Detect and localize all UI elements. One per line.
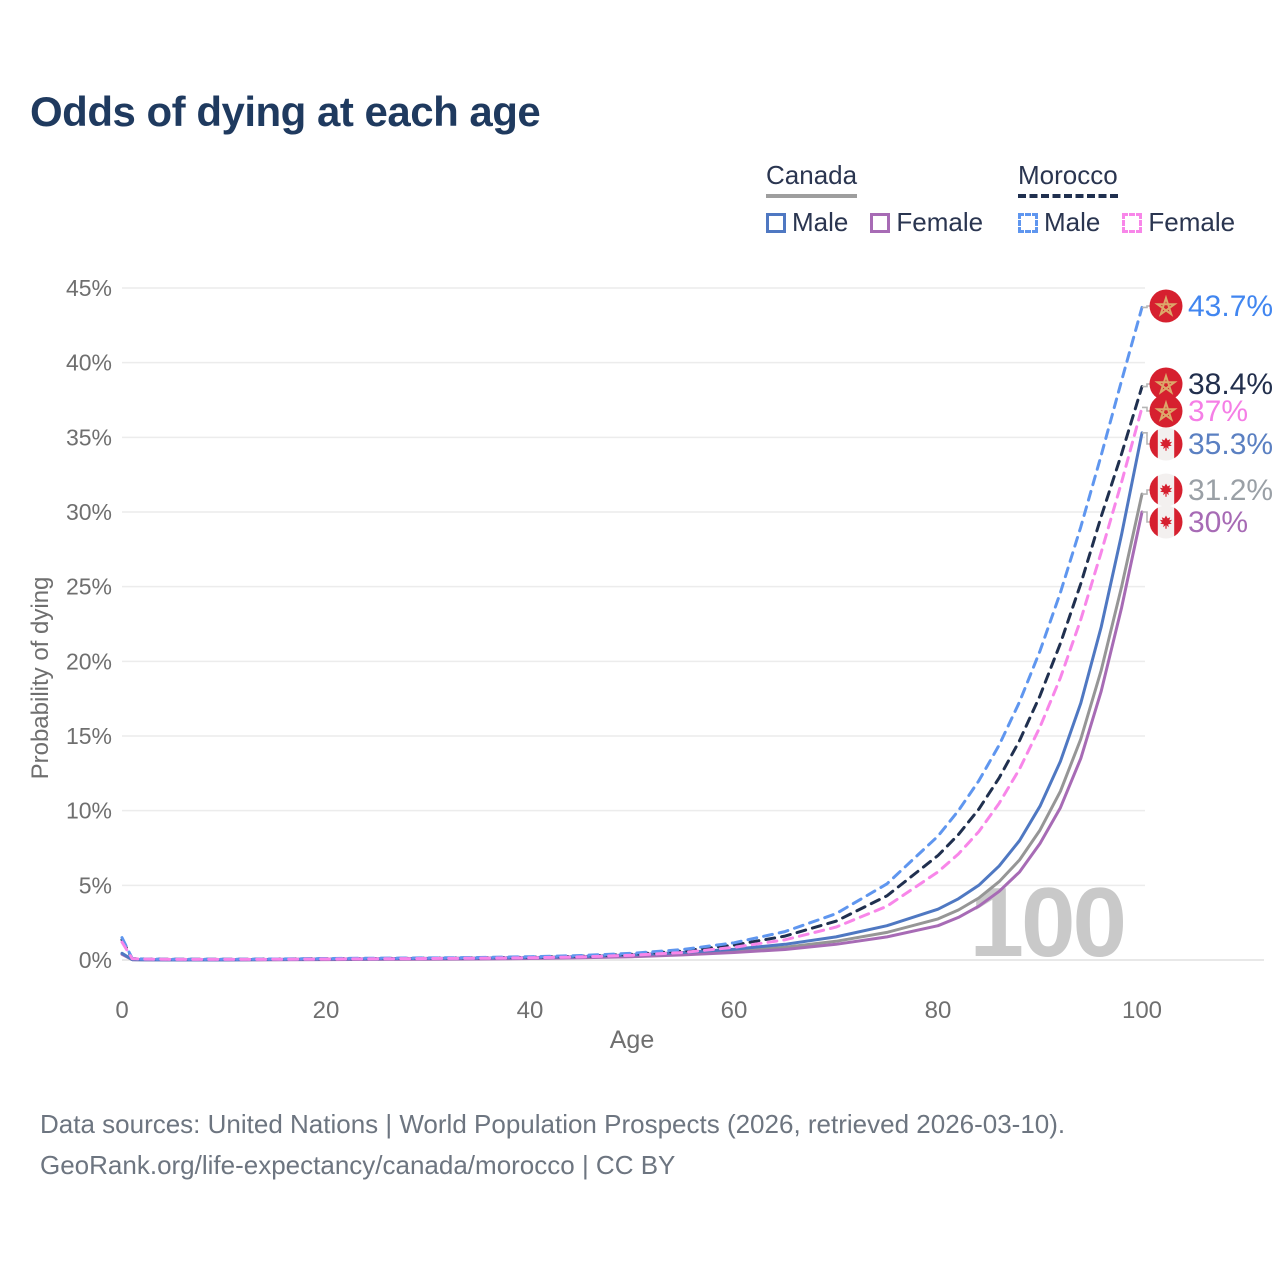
x-tick-label: 40	[517, 997, 544, 1024]
end-label-morocco-both: 38.4%	[1188, 368, 1273, 401]
y-tick-label: 45%	[66, 275, 112, 301]
legend-item-morocco-male[interactable]: Male	[1018, 207, 1100, 238]
x-tick-label: 0	[115, 997, 128, 1024]
end-label-canada-female: 30%	[1188, 506, 1248, 539]
legend-country-canada[interactable]: Canada	[766, 160, 858, 198]
odds-of-dying-chart[interactable]: 0% 5% 10% 15% 20% 25% 30% 35% 40% 45% 0 20 40 60 80 100…	[0, 0, 1280, 1080]
y-tick-label: 5%	[79, 872, 112, 898]
morocco-flag-icon	[1149, 394, 1183, 428]
morocco-female-swatch-icon	[1122, 212, 1143, 233]
label-connector	[1142, 305, 1150, 309]
legend-label: Male	[1044, 207, 1101, 237]
y-tick-label: 0%	[79, 947, 112, 973]
end-label-canada-male: 35.3%	[1188, 428, 1273, 461]
page-title: Odds of dying at each age	[30, 88, 541, 135]
end-label-morocco-female: 37%	[1188, 395, 1248, 428]
legend-label: Male	[792, 207, 849, 237]
x-axis-title: Age	[610, 1026, 654, 1054]
legend-group-canada: Canada Male Female	[766, 160, 983, 238]
label-connector	[1142, 432, 1150, 445]
legend-label: Female	[896, 207, 984, 237]
morocco-flag-icon	[1149, 367, 1183, 401]
label-connector	[1142, 511, 1150, 523]
y-tick-label: 20%	[66, 648, 112, 674]
x-tick-label: 60	[721, 997, 748, 1024]
x-tick-label: 20	[313, 997, 340, 1024]
end-label-morocco-male: 43.7%	[1188, 290, 1273, 323]
line-canada-both[interactable]	[120, 492, 1144, 962]
canada-flag-icon	[1149, 505, 1183, 539]
source-footer: Data sources: United Nations | World Pop…	[40, 1104, 1065, 1186]
data-sources-line: Data sources: United Nations | World Pop…	[40, 1109, 1066, 1139]
y-tick-label: 15%	[66, 723, 112, 749]
legend-country-morocco[interactable]: Morocco	[1018, 160, 1118, 198]
y-tick-label: 35%	[66, 424, 112, 450]
y-tick-label: 40%	[66, 350, 112, 376]
label-connector	[1142, 489, 1150, 495]
canada-flag-icon	[1149, 427, 1183, 461]
y-axis-title: Probability of dying	[27, 577, 54, 780]
label-connector	[1142, 383, 1150, 388]
age-watermark: 100	[969, 867, 1124, 977]
legend-group-morocco: Morocco Male Female	[1018, 160, 1235, 238]
y-tick-label: 30%	[66, 499, 112, 525]
canada-female-swatch-icon	[870, 212, 891, 233]
end-label-canada-both: 31.2%	[1188, 474, 1273, 507]
line-morocco-female[interactable]	[120, 406, 1144, 961]
morocco-male-swatch-icon	[1018, 212, 1038, 233]
canada-flag-icon	[1149, 473, 1183, 507]
attribution-line: GeoRank.org/life-expectancy/canada/moroc…	[40, 1150, 676, 1180]
label-connector	[1142, 406, 1150, 412]
x-tick-label: 80	[925, 997, 952, 1024]
morocco-flag-icon	[1149, 289, 1183, 323]
legend-item-canada-female[interactable]: Female	[870, 207, 983, 238]
legend-label: Female	[1148, 207, 1236, 237]
x-tick-label: 100	[1122, 997, 1162, 1024]
legend-item-morocco-female[interactable]: Female	[1122, 207, 1235, 238]
canada-male-swatch-icon	[766, 212, 786, 233]
legend-item-canada-male[interactable]: Male	[766, 207, 848, 238]
line-morocco-male[interactable]	[120, 305, 1144, 961]
y-tick-label: 10%	[66, 798, 112, 824]
y-tick-label: 25%	[66, 574, 112, 600]
